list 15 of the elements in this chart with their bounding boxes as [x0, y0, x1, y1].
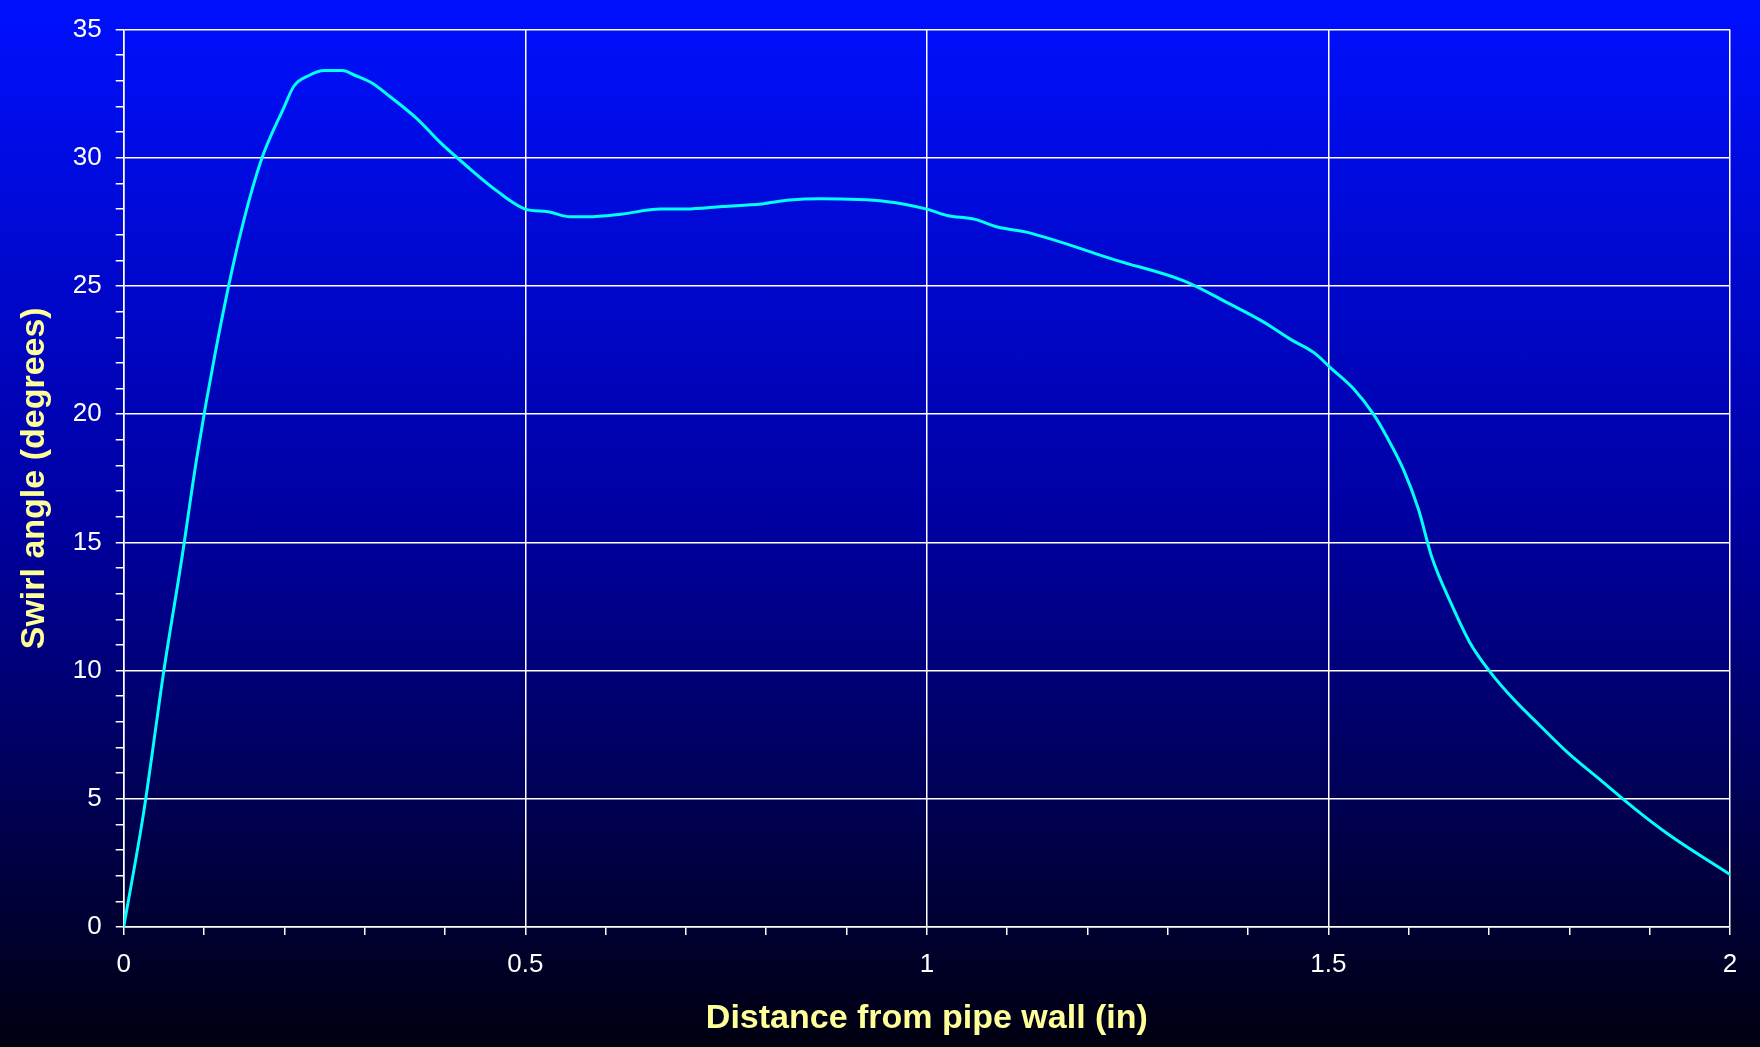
- y-tick-label: 30: [72, 140, 102, 171]
- y-tick-label: 15: [72, 525, 102, 556]
- x-tick-label: 2: [1722, 947, 1738, 978]
- y-tick-label: 25: [72, 269, 102, 300]
- x-tick-label: 0.5: [507, 947, 544, 978]
- y-tick-label: 10: [72, 653, 102, 684]
- y-axis-title: Swirl angle (degrees): [12, 307, 51, 650]
- y-tick-label: 35: [72, 12, 102, 43]
- y-tick-label: 5: [87, 781, 102, 812]
- y-tick-label: 0: [87, 910, 102, 941]
- x-tick-label: 1.5: [1310, 947, 1347, 978]
- x-tick-label: 0: [116, 947, 131, 978]
- x-axis-title: Distance from pipe wall (in): [705, 996, 1148, 1035]
- y-tick-label: 20: [72, 397, 102, 428]
- x-tick-label: 1: [919, 947, 935, 978]
